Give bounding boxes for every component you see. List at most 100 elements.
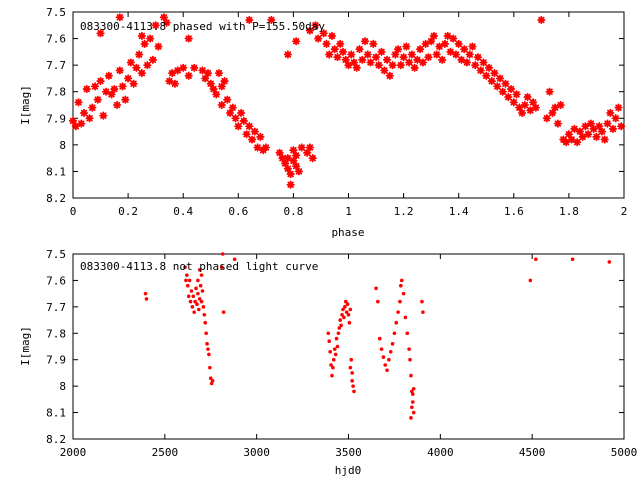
phased-data-point: [347, 50, 356, 59]
phased-data-point: [190, 63, 199, 72]
unphased-data-point: [220, 252, 225, 256]
phased-data-point: [289, 146, 298, 155]
unphased-data-point: [408, 357, 412, 362]
unphased-data-point: [421, 310, 425, 314]
unphased-data-point: [349, 357, 354, 362]
phased-x-tick-label: 0.8: [283, 205, 303, 218]
unphased-data-point: [333, 352, 338, 357]
phased-data-point: [573, 138, 582, 147]
phased-data-point: [96, 76, 105, 86]
phased-data-point: [305, 143, 315, 152]
phased-data-point: [308, 154, 317, 163]
unphased-data-point: [197, 297, 202, 301]
unphased-data-point: [193, 299, 197, 304]
unphased-y-axis-label: I[mag]: [19, 326, 32, 366]
phased-data-point: [231, 114, 240, 123]
unphased-data-point: [387, 357, 391, 362]
phased-data-point: [528, 98, 538, 107]
phased-data-point: [135, 50, 144, 59]
phased-data-point: [184, 34, 193, 43]
phased-data-point: [468, 42, 477, 51]
phased-data-point: [281, 159, 290, 168]
phased-data-point: [137, 69, 146, 78]
phased-data-point: [377, 47, 386, 56]
unphased-data-point: [205, 342, 209, 346]
unphased-data-point: [410, 392, 415, 396]
unphased-data-point: [332, 347, 337, 351]
phased-data-point: [118, 82, 127, 91]
phased-data-point: [129, 79, 138, 88]
phased-data-point: [360, 37, 370, 46]
unphased-data-point: [197, 307, 201, 312]
phased-data-point: [217, 100, 226, 110]
phased-data-point: [236, 108, 246, 118]
phased-data-point: [242, 130, 251, 139]
unphased-data-point: [341, 307, 345, 312]
phased-data-point: [584, 130, 593, 139]
phased-data-point: [440, 39, 450, 48]
unphased-data-point: [347, 320, 352, 325]
unphased-y-tick-label: 7.9: [46, 354, 66, 367]
unphased-data-point: [335, 344, 340, 349]
unphased-data-point: [411, 386, 416, 391]
unphased-data-point: [144, 297, 149, 301]
phased-data-point: [71, 122, 80, 131]
unphased-data-point: [348, 307, 353, 312]
phased-data-point: [418, 58, 427, 67]
phased-data-point: [611, 114, 620, 123]
unphased-data-point: [194, 286, 198, 291]
unphased-data-point: [197, 268, 202, 272]
phased-data-point: [608, 124, 618, 134]
unphased-data-point: [191, 294, 196, 299]
phased-data-point: [292, 37, 301, 46]
unphased-data-points: [143, 252, 612, 420]
phased-data-point: [297, 143, 306, 152]
unphased-data-point: [394, 320, 399, 325]
phased-data-point: [567, 135, 576, 144]
phased-x-ticks: 0 0.2 0.4 0.6 0.8 1 1.2 1.4 1.6 1.8 2: [70, 12, 628, 218]
phased-data-point: [515, 103, 524, 112]
phased-data-point: [454, 39, 463, 48]
phased-data-point: [504, 92, 513, 102]
unphased-data-point: [350, 371, 354, 375]
unphased-data-point: [534, 257, 538, 262]
phased-data-point: [283, 154, 292, 163]
unphased-x-ticks: 2000 2500 3000 3500 4000 4500 5000: [60, 254, 637, 459]
phased-data-point: [148, 55, 157, 64]
unphased-data-point: [206, 347, 210, 351]
phased-data-point: [203, 69, 213, 78]
unphased-data-point: [185, 273, 189, 277]
phased-data-point: [498, 87, 507, 96]
unphased-data-point: [343, 305, 347, 309]
phased-data-point: [471, 61, 480, 70]
phased-data-point: [228, 103, 237, 112]
phased-data-point: [443, 31, 452, 41]
phased-data-point: [487, 76, 496, 86]
phased-data-point: [578, 132, 587, 141]
phased-x-tick-label: 0: [70, 205, 77, 218]
unphased-data-point: [351, 384, 355, 388]
unphased-x-tick-label: 3000: [243, 446, 270, 459]
phased-data-point: [239, 116, 248, 126]
phased-data-point: [212, 90, 221, 99]
phased-data-point: [165, 76, 174, 86]
phased-data-point: [206, 79, 215, 88]
phased-data-point: [380, 66, 389, 75]
phased-data-point: [137, 31, 146, 41]
unphased-data-point: [330, 373, 334, 378]
phased-data-point: [217, 82, 226, 91]
phased-data-point: [88, 103, 97, 112]
phased-x-tick-label: 1.2: [394, 205, 414, 218]
unphased-data-point: [195, 302, 199, 307]
phased-y-tick-label: 7.9: [46, 112, 66, 125]
phased-data-point: [275, 148, 284, 157]
phased-data-point: [85, 114, 94, 123]
phased-data-point: [96, 29, 105, 38]
phased-data-point: [581, 122, 590, 131]
phased-data-point: [449, 34, 458, 43]
phased-x-tick-label: 2: [621, 205, 628, 218]
unphased-data-point: [407, 347, 411, 351]
phased-data-point: [438, 55, 447, 64]
phased-data-point: [104, 71, 113, 80]
unphased-data-point: [203, 320, 208, 325]
